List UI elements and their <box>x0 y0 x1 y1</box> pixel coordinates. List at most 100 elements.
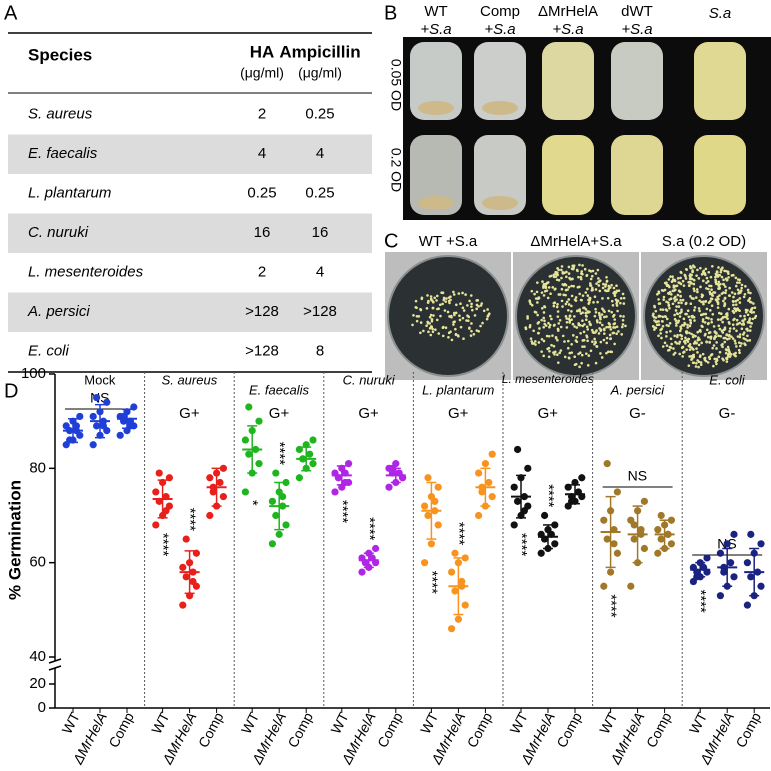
colony <box>475 303 479 307</box>
colony <box>727 276 730 279</box>
colony <box>726 337 729 341</box>
colony <box>679 325 682 329</box>
colony <box>744 343 747 347</box>
plate-label: ΔMrHelA+S.a <box>530 233 622 250</box>
axis-break <box>48 665 62 671</box>
data-point <box>613 549 622 557</box>
colony <box>441 326 445 330</box>
colony <box>441 334 445 338</box>
colony <box>689 322 693 325</box>
colony <box>746 313 750 317</box>
colony <box>661 325 665 328</box>
colony <box>613 342 616 346</box>
colony <box>684 301 688 305</box>
colony <box>733 292 737 296</box>
colony <box>556 302 559 306</box>
significance: **** <box>182 508 199 532</box>
colony <box>567 272 571 275</box>
significance: **** <box>334 500 351 524</box>
colony <box>681 323 684 327</box>
data-point <box>510 483 518 491</box>
colony <box>734 354 737 358</box>
colony <box>586 339 589 343</box>
colony <box>728 327 732 330</box>
colony <box>668 298 671 301</box>
colony <box>425 324 428 328</box>
colony <box>592 301 595 304</box>
colony <box>550 343 553 347</box>
colony <box>714 280 718 284</box>
group-class: G+ <box>538 405 559 422</box>
colony <box>481 321 484 325</box>
group-name: E. coli <box>709 372 746 387</box>
colony <box>746 288 750 292</box>
colony <box>579 331 582 335</box>
colony <box>710 292 713 296</box>
data-point <box>610 540 618 548</box>
colony <box>581 264 584 267</box>
x-tick-label: Comp <box>284 709 316 750</box>
colony <box>588 322 592 326</box>
colony <box>556 338 559 342</box>
colony <box>731 309 735 313</box>
colony <box>526 317 529 320</box>
colony <box>599 317 602 321</box>
significance: **** <box>603 594 620 618</box>
colony <box>528 325 532 329</box>
colony <box>724 277 728 281</box>
colony <box>709 297 713 300</box>
colony <box>710 304 714 308</box>
colony <box>728 337 731 340</box>
colony <box>714 335 718 338</box>
colony <box>685 331 688 335</box>
colony <box>461 306 465 310</box>
tube-label: dWT <box>621 3 653 20</box>
colony <box>738 333 742 336</box>
colony <box>571 264 574 268</box>
colony <box>708 341 711 344</box>
colony <box>553 350 557 354</box>
data-point <box>385 483 393 491</box>
colony <box>596 320 599 324</box>
colony <box>715 358 719 362</box>
colony <box>617 289 621 293</box>
colony <box>486 308 489 311</box>
colony <box>690 358 693 361</box>
tube <box>410 135 462 215</box>
data-point <box>541 511 549 520</box>
colony <box>467 315 470 319</box>
data-point <box>93 422 101 430</box>
colony <box>570 351 574 354</box>
colony <box>714 331 718 335</box>
colony <box>686 326 689 329</box>
colony <box>619 301 622 305</box>
colony <box>684 342 687 345</box>
colony <box>669 329 672 333</box>
colony <box>619 297 623 300</box>
colony <box>594 307 597 311</box>
colony <box>542 282 546 286</box>
colony <box>461 316 465 320</box>
colony <box>477 329 480 333</box>
colony <box>548 323 552 327</box>
colony <box>537 320 541 324</box>
colony <box>717 266 720 269</box>
colony <box>560 268 563 272</box>
colony <box>689 295 692 298</box>
data-point <box>255 460 263 468</box>
colony <box>690 332 693 336</box>
colony <box>433 296 437 300</box>
x-tick-label: Comp <box>643 709 675 750</box>
colony <box>660 319 664 323</box>
colony <box>691 270 694 274</box>
colony <box>686 323 689 327</box>
colony <box>716 295 719 299</box>
colony <box>721 320 724 324</box>
colony <box>544 324 548 327</box>
colony <box>534 311 538 314</box>
colony <box>736 322 740 325</box>
colony <box>548 349 551 353</box>
colony <box>450 338 454 342</box>
colony <box>530 289 534 293</box>
colony <box>736 298 739 302</box>
